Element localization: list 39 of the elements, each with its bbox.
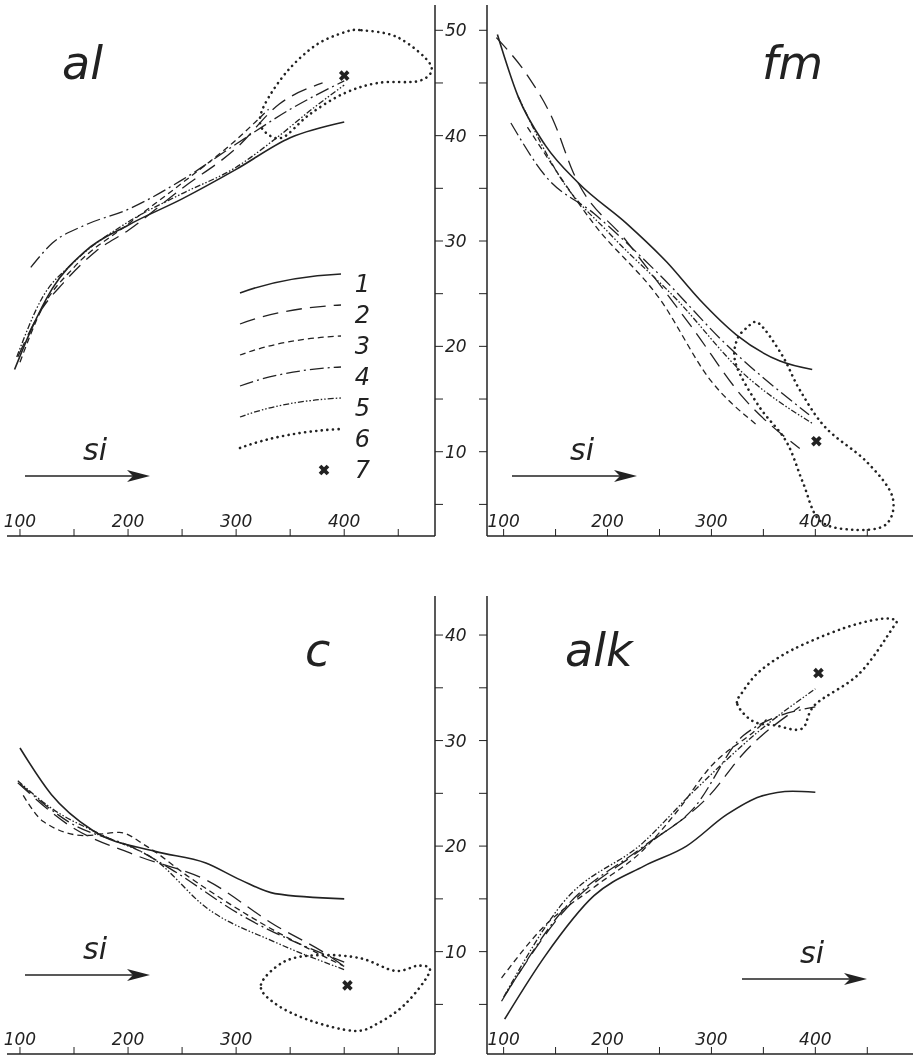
x-axis-title: si bbox=[83, 931, 108, 966]
annotation: 6 bbox=[354, 424, 370, 453]
x-tick-label: 100 bbox=[487, 511, 520, 531]
legend-label: 7 bbox=[354, 455, 370, 484]
legend-label: 2 bbox=[354, 300, 370, 329]
x-axis-title: si bbox=[570, 432, 595, 467]
text: fm bbox=[762, 36, 824, 90]
x-tick-label: 400 bbox=[327, 511, 361, 531]
x-tick-label: 400 bbox=[799, 1029, 832, 1049]
legend-label: 3 bbox=[354, 331, 370, 360]
y-tick-label: 10 bbox=[445, 441, 467, 462]
x-tick-label: 100 bbox=[3, 511, 37, 531]
y-tick-label: 50 bbox=[445, 20, 467, 41]
x-axis-title: si bbox=[800, 935, 825, 970]
x-tick-label: 300 bbox=[219, 511, 253, 531]
legend-label: 4 bbox=[354, 362, 370, 391]
legend-label: 5 bbox=[354, 393, 370, 422]
x-tick-label: 300 bbox=[695, 511, 728, 531]
y-tick-label: 20 bbox=[445, 836, 467, 857]
x-tick-label: 300 bbox=[695, 1029, 728, 1049]
y-tick-label: 20 bbox=[445, 336, 467, 357]
y-tick-label: 40 bbox=[445, 625, 467, 646]
y-tick-label: 40 bbox=[445, 125, 467, 146]
legend-label: 1 bbox=[354, 269, 370, 298]
x-tick-label: 200 bbox=[591, 1029, 624, 1049]
x-tick-label: 100 bbox=[3, 1029, 37, 1049]
x-tick-label: 200 bbox=[111, 511, 145, 531]
x-axis-title: si bbox=[83, 432, 108, 467]
text: al bbox=[62, 36, 103, 90]
text: c bbox=[305, 623, 331, 677]
x-tick-label: 400 bbox=[799, 511, 832, 531]
x-tick-label: 200 bbox=[591, 511, 624, 531]
x-tick-label: 200 bbox=[111, 1029, 145, 1049]
x-tick-label: 100 bbox=[487, 1029, 520, 1049]
y-tick-label: 30 bbox=[445, 730, 467, 751]
text: alk bbox=[565, 623, 633, 677]
y-tick-label: 30 bbox=[445, 231, 467, 252]
x-tick-label: 300 bbox=[219, 1029, 253, 1049]
y-tick-label: 10 bbox=[445, 941, 467, 962]
